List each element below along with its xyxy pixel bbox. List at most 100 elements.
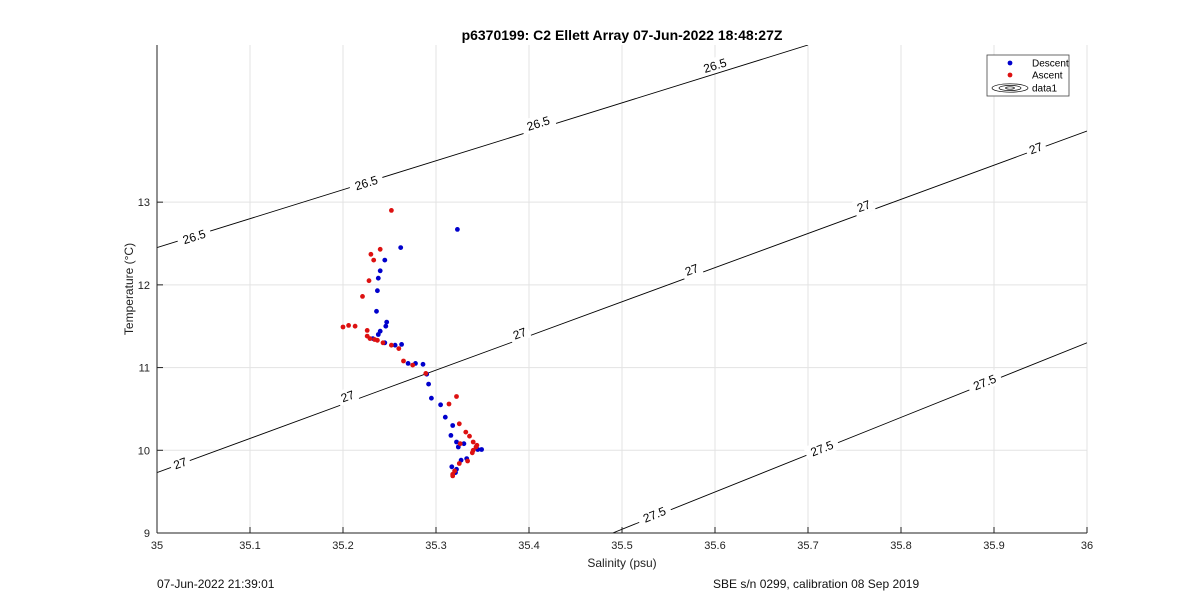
descent-point-15 <box>405 361 411 366</box>
descent-point-23 <box>450 423 456 428</box>
y-tick-label-4: 13 <box>138 197 150 209</box>
density-contours <box>157 45 1087 533</box>
x-axis-label: Salinity (psu) <box>587 556 656 570</box>
descent-point-22 <box>442 414 448 420</box>
chart-title: p6370199: C2 Ellett Array 07-Jun-2022 18… <box>462 27 783 43</box>
contour-label-1-3: 27 <box>679 259 704 281</box>
legend-ascent-label: Ascent <box>1032 71 1063 82</box>
ascent-point-23 <box>463 429 469 435</box>
ascent-point-18 <box>410 362 416 368</box>
descent-point-32 <box>449 464 455 470</box>
ascent-point-15 <box>389 342 394 348</box>
ascent-point-28 <box>473 444 479 450</box>
legend-ascent-marker <box>1007 72 1013 78</box>
y-tick-label-3: 12 <box>138 280 150 292</box>
svg-text:26.5: 26.5 <box>181 227 208 247</box>
ascent-point-7 <box>346 323 351 328</box>
x-tick-label-10: 36 <box>1081 540 1093 552</box>
descent-point-25 <box>454 439 459 445</box>
x-tick-label-8: 35.8 <box>890 540 911 552</box>
svg-text:27: 27 <box>339 388 357 406</box>
ascent-point-14 <box>380 340 386 346</box>
ascent-point-13 <box>375 337 380 343</box>
data-points <box>340 208 484 479</box>
axes <box>156 45 1088 534</box>
x-tick-label-0: 35 <box>151 540 163 552</box>
descent-point-20 <box>429 395 434 401</box>
x-tick-label-3: 35.3 <box>425 540 446 552</box>
descent-point-14 <box>399 342 404 347</box>
contour-line-0 <box>157 45 809 249</box>
ascent-point-11 <box>367 336 373 341</box>
ascent-point-35 <box>450 473 456 479</box>
descent-point-24 <box>448 433 454 438</box>
svg-text:27: 27 <box>172 455 190 473</box>
descent-point-3 <box>377 268 383 274</box>
x-tick-label-6: 35.6 <box>704 540 725 552</box>
svg-text:26.5: 26.5 <box>702 55 729 75</box>
ascent-point-26 <box>457 441 463 447</box>
ascent-point-22 <box>456 421 462 427</box>
ascent-point-6 <box>340 324 346 330</box>
contour-label-1-5: 27 <box>1023 137 1048 159</box>
x-tick-label-1: 35.1 <box>239 540 260 552</box>
contour-label-1-4: 27 <box>851 195 876 217</box>
legend-data1-label: data1 <box>1032 84 1057 95</box>
descent-point-29 <box>479 447 484 452</box>
ascent-point-4 <box>366 278 372 284</box>
x-tick-label-5: 35.5 <box>611 540 632 552</box>
ascent-point-32 <box>456 461 462 466</box>
descent-point-6 <box>374 308 379 314</box>
legend[interactable]: Descent Ascent data1 <box>986 54 1070 97</box>
ascent-point-3 <box>371 257 377 263</box>
footer-timestamp: 07-Jun-2022 21:39:01 <box>157 577 275 591</box>
ascent-point-30 <box>469 450 475 456</box>
descent-point-10 <box>375 332 381 337</box>
ascent-point-20 <box>446 401 452 407</box>
contour-label-1-0: 27 <box>168 452 193 474</box>
ascent-point-8 <box>352 323 358 329</box>
ascent-point-1 <box>377 246 383 252</box>
x-tick-label-2: 35.2 <box>332 540 353 552</box>
ascent-point-9 <box>364 328 370 333</box>
legend-descent-marker <box>1007 60 1013 66</box>
svg-text:27: 27 <box>1027 139 1045 157</box>
descent-point-4 <box>375 275 381 281</box>
y-tick-label-1: 10 <box>138 445 150 457</box>
ascent-point-25 <box>470 439 476 445</box>
y-tick-label-2: 11 <box>139 363 150 375</box>
svg-text:27: 27 <box>683 261 701 279</box>
contour-label-1-1: 27 <box>335 385 360 407</box>
ascent-point-19 <box>423 371 429 376</box>
y-tick-labels: 9 10 11 12 13 <box>138 197 150 540</box>
grid <box>156 45 1088 534</box>
contour-label-0-3: 26.5 <box>696 53 734 78</box>
ascent-point-5 <box>360 294 365 299</box>
contour-label-1-2: 27 <box>507 322 532 344</box>
contour-line-2 <box>612 342 1087 533</box>
ascent-point-0 <box>389 208 394 213</box>
y-tick-label-0: 9 <box>144 528 150 540</box>
descent-point-13 <box>392 342 398 348</box>
x-tick-label-9: 35.9 <box>983 540 1004 552</box>
legend-contour-icon <box>991 83 1029 93</box>
ascent-point-17 <box>401 358 406 364</box>
svg-text:26.5: 26.5 <box>525 113 552 133</box>
ascent-point-2 <box>368 251 374 257</box>
ascent-point-16 <box>396 346 402 351</box>
x-tick-label-4: 35.4 <box>518 540 539 552</box>
descent-point-8 <box>383 323 389 329</box>
descent-point-21 <box>438 402 443 408</box>
x-tick-label-7: 35.7 <box>797 540 818 552</box>
ascent-point-24 <box>467 433 472 439</box>
contour-line-1 <box>157 130 1087 474</box>
descent-point-19 <box>426 381 431 387</box>
svg-text:26.5: 26.5 <box>353 173 380 193</box>
descent-point-1 <box>398 245 404 251</box>
x-tick-labels: 35 35.1 35.2 35.3 35.4 35.5 35.6 35.7 35.8 35.9 36 <box>151 540 1093 552</box>
contour-label-0-2: 26.5 <box>519 110 557 136</box>
descent-point-7 <box>384 319 390 325</box>
legend-descent-label: Descent <box>1032 59 1069 70</box>
